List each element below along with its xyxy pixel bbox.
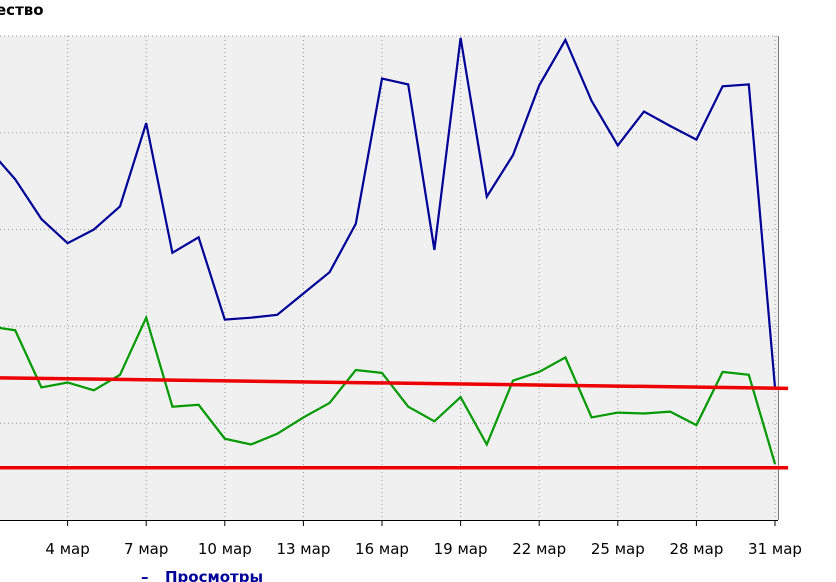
axes bbox=[0, 36, 779, 526]
series-line-views bbox=[0, 37, 777, 388]
x-tick-label: 16 мар bbox=[355, 540, 409, 558]
x-tick-label: 28 мар bbox=[669, 540, 723, 558]
legend: – Просмотры bbox=[141, 568, 263, 582]
legend-marker: – bbox=[141, 568, 149, 582]
grid-lines bbox=[0, 35, 778, 520]
x-tick-label: 19 мар bbox=[434, 540, 488, 558]
x-tick-label: 25 мар bbox=[591, 540, 645, 558]
x-tick-label: 22 мар bbox=[512, 540, 566, 558]
plot-area bbox=[0, 36, 778, 520]
x-tick-label: 7 мар bbox=[124, 540, 168, 558]
x-tick-label: 13 мар bbox=[276, 540, 330, 558]
reference-lines bbox=[0, 376, 789, 470]
legend-label-views: Просмотры bbox=[165, 568, 263, 582]
chart-title: ество bbox=[0, 1, 44, 19]
x-tick-label: 31 мар bbox=[748, 540, 802, 558]
x-tick-label: 10 мар bbox=[198, 540, 252, 558]
reference-line-1 bbox=[0, 376, 789, 391]
series-lines bbox=[0, 37, 777, 465]
series-line-green bbox=[0, 314, 777, 465]
x-tick-label: 4 мар bbox=[45, 540, 89, 558]
